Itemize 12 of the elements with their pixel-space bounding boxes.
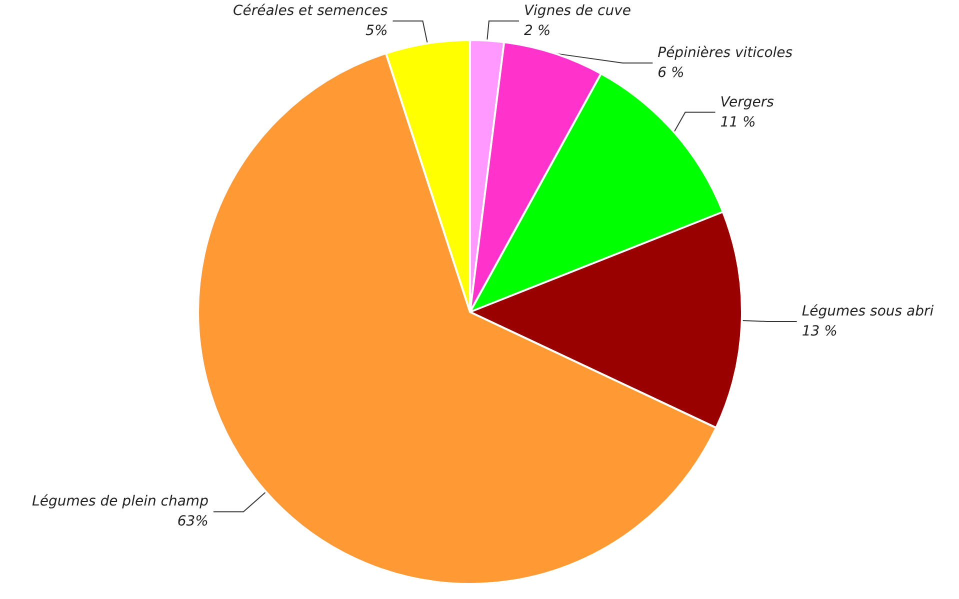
data-label: 2 % bbox=[524, 23, 551, 39]
data-label: 11 % bbox=[720, 114, 756, 130]
slice-label: Vignes de cuve bbox=[524, 3, 631, 19]
slice-label: Légumes de plein champ bbox=[32, 494, 209, 510]
slice-label: Vergers bbox=[720, 94, 774, 110]
data-label: 5% bbox=[366, 23, 388, 39]
data-label: 6 % bbox=[658, 65, 684, 81]
data-label: 63% bbox=[177, 514, 208, 530]
slice-label: Céréales et semences bbox=[232, 3, 388, 19]
slice-label: Légumes sous abri bbox=[802, 303, 934, 320]
data-label: 13 % bbox=[802, 323, 838, 340]
slice-label: Pépinières viticoles bbox=[658, 45, 793, 61]
